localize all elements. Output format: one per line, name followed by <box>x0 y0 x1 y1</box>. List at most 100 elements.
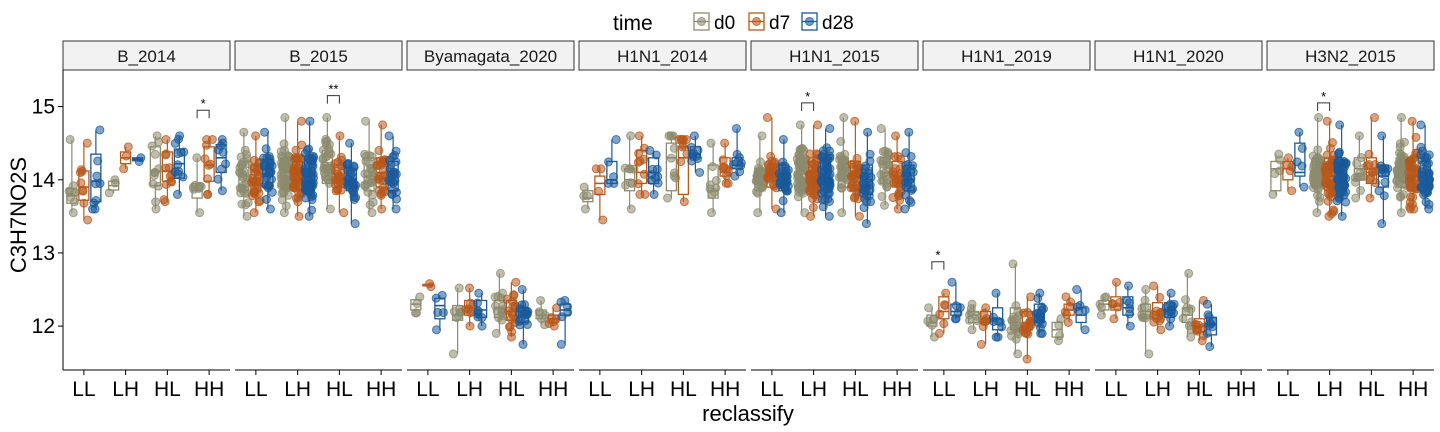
data-point <box>261 144 271 154</box>
box <box>606 160 618 185</box>
box-group-LL-d0 <box>579 182 594 214</box>
data-point <box>1111 277 1121 287</box>
x-tick-label: LL <box>760 378 783 401</box>
x-tick-label: LL <box>1276 378 1299 401</box>
data-point <box>1364 160 1374 170</box>
data-point <box>651 150 661 160</box>
data-point <box>1063 317 1073 327</box>
box <box>665 142 678 192</box>
data-point <box>626 204 636 214</box>
data-point <box>1109 314 1119 324</box>
x-tick-label: LH <box>1316 378 1343 401</box>
data-point <box>389 150 399 160</box>
panel-H3N2_2015: H3N2_2015 LL LH HL HH * <box>1266 40 1435 401</box>
panel-strip <box>922 40 1091 71</box>
box-group-LL-d28 <box>774 135 793 218</box>
data-point <box>1202 328 1212 338</box>
data-point <box>345 138 355 148</box>
data-point <box>1327 138 1337 148</box>
box-group-LH-d28 <box>472 288 488 331</box>
data-point <box>1333 158 1343 168</box>
box <box>203 146 215 182</box>
panel-H1N1_2019: H1N1_2019 LL LH HL HH * <box>922 40 1091 401</box>
data-point <box>1149 281 1159 291</box>
data-point <box>491 328 501 338</box>
data-point <box>1283 153 1293 163</box>
data-point <box>877 191 887 201</box>
data-point <box>218 147 228 157</box>
data-point <box>820 195 830 205</box>
data-point <box>92 171 102 181</box>
panel-strip <box>750 40 919 71</box>
data-point <box>711 176 721 186</box>
data-point <box>387 189 397 199</box>
x-tick-label: HH <box>366 378 396 401</box>
box-group-HL-d7 <box>1018 292 1037 364</box>
box <box>1270 160 1282 192</box>
box-group-HL-d28 <box>170 131 189 199</box>
data-point <box>1424 180 1434 190</box>
data-point <box>203 189 213 199</box>
box <box>434 297 446 320</box>
data-point <box>322 113 332 123</box>
data-point <box>1100 293 1110 303</box>
box-group-LH-d7 <box>461 283 478 331</box>
box <box>1323 157 1336 192</box>
panel-strip <box>62 40 231 71</box>
data-point <box>825 124 835 134</box>
data-point <box>1407 116 1417 126</box>
panel-strip <box>406 40 575 71</box>
data-point <box>689 131 699 141</box>
data-point <box>149 171 159 181</box>
box-group-HL-d7 <box>159 135 177 207</box>
legend-label-d0: d0 <box>714 13 735 34</box>
data-point <box>82 138 92 148</box>
panel-title: Byamagata_2020 <box>424 47 557 66</box>
x-tick-label: LL <box>72 378 95 401</box>
box-group-HH-d7 <box>200 135 217 199</box>
box-group-LL-d0 <box>923 303 939 342</box>
significance-label: * <box>935 248 940 263</box>
data-point <box>161 135 171 145</box>
data-point <box>1341 197 1351 207</box>
box <box>1033 303 1046 324</box>
significance-marker: * <box>801 89 815 111</box>
data-point <box>805 149 815 159</box>
legend-key-point-d0 <box>697 17 706 26</box>
x-tick-label: LL <box>1104 378 1127 401</box>
data-point <box>611 135 621 145</box>
data-point <box>1144 349 1154 359</box>
data-point <box>76 178 86 188</box>
data-point <box>339 208 349 218</box>
data-point <box>391 204 401 214</box>
x-tick-label: LL <box>416 378 439 401</box>
data-point <box>1312 208 1322 218</box>
box <box>363 157 375 192</box>
legend-item-d7: d7 <box>748 12 790 34</box>
panel-strip <box>1266 40 1435 71</box>
data-point <box>461 304 471 314</box>
box <box>926 314 938 327</box>
data-point <box>262 194 272 204</box>
box <box>1110 296 1122 311</box>
data-point <box>296 116 306 126</box>
significance-marker: * <box>931 248 945 270</box>
box <box>1021 310 1034 331</box>
data-point <box>241 200 251 210</box>
box-group-LL-d7 <box>422 279 436 292</box>
data-point <box>1037 302 1047 312</box>
x-tick-label: HL <box>154 378 181 401</box>
box-group-HL-d28 <box>1032 288 1048 338</box>
box-group-HH-d28 <box>384 131 401 214</box>
box-group-LH-d7 <box>1149 281 1166 335</box>
x-tick-label: LH <box>800 378 827 401</box>
box-group-HL-d28 <box>858 127 876 229</box>
box-group-HH-d7 <box>544 303 562 331</box>
data-point <box>852 160 862 170</box>
box-group-HH-d28 <box>1416 120 1435 214</box>
box-group-HL-d0 <box>1006 259 1024 359</box>
data-point <box>858 185 868 195</box>
box-group-LH-d0 <box>1137 285 1154 359</box>
data-point <box>1422 165 1432 175</box>
